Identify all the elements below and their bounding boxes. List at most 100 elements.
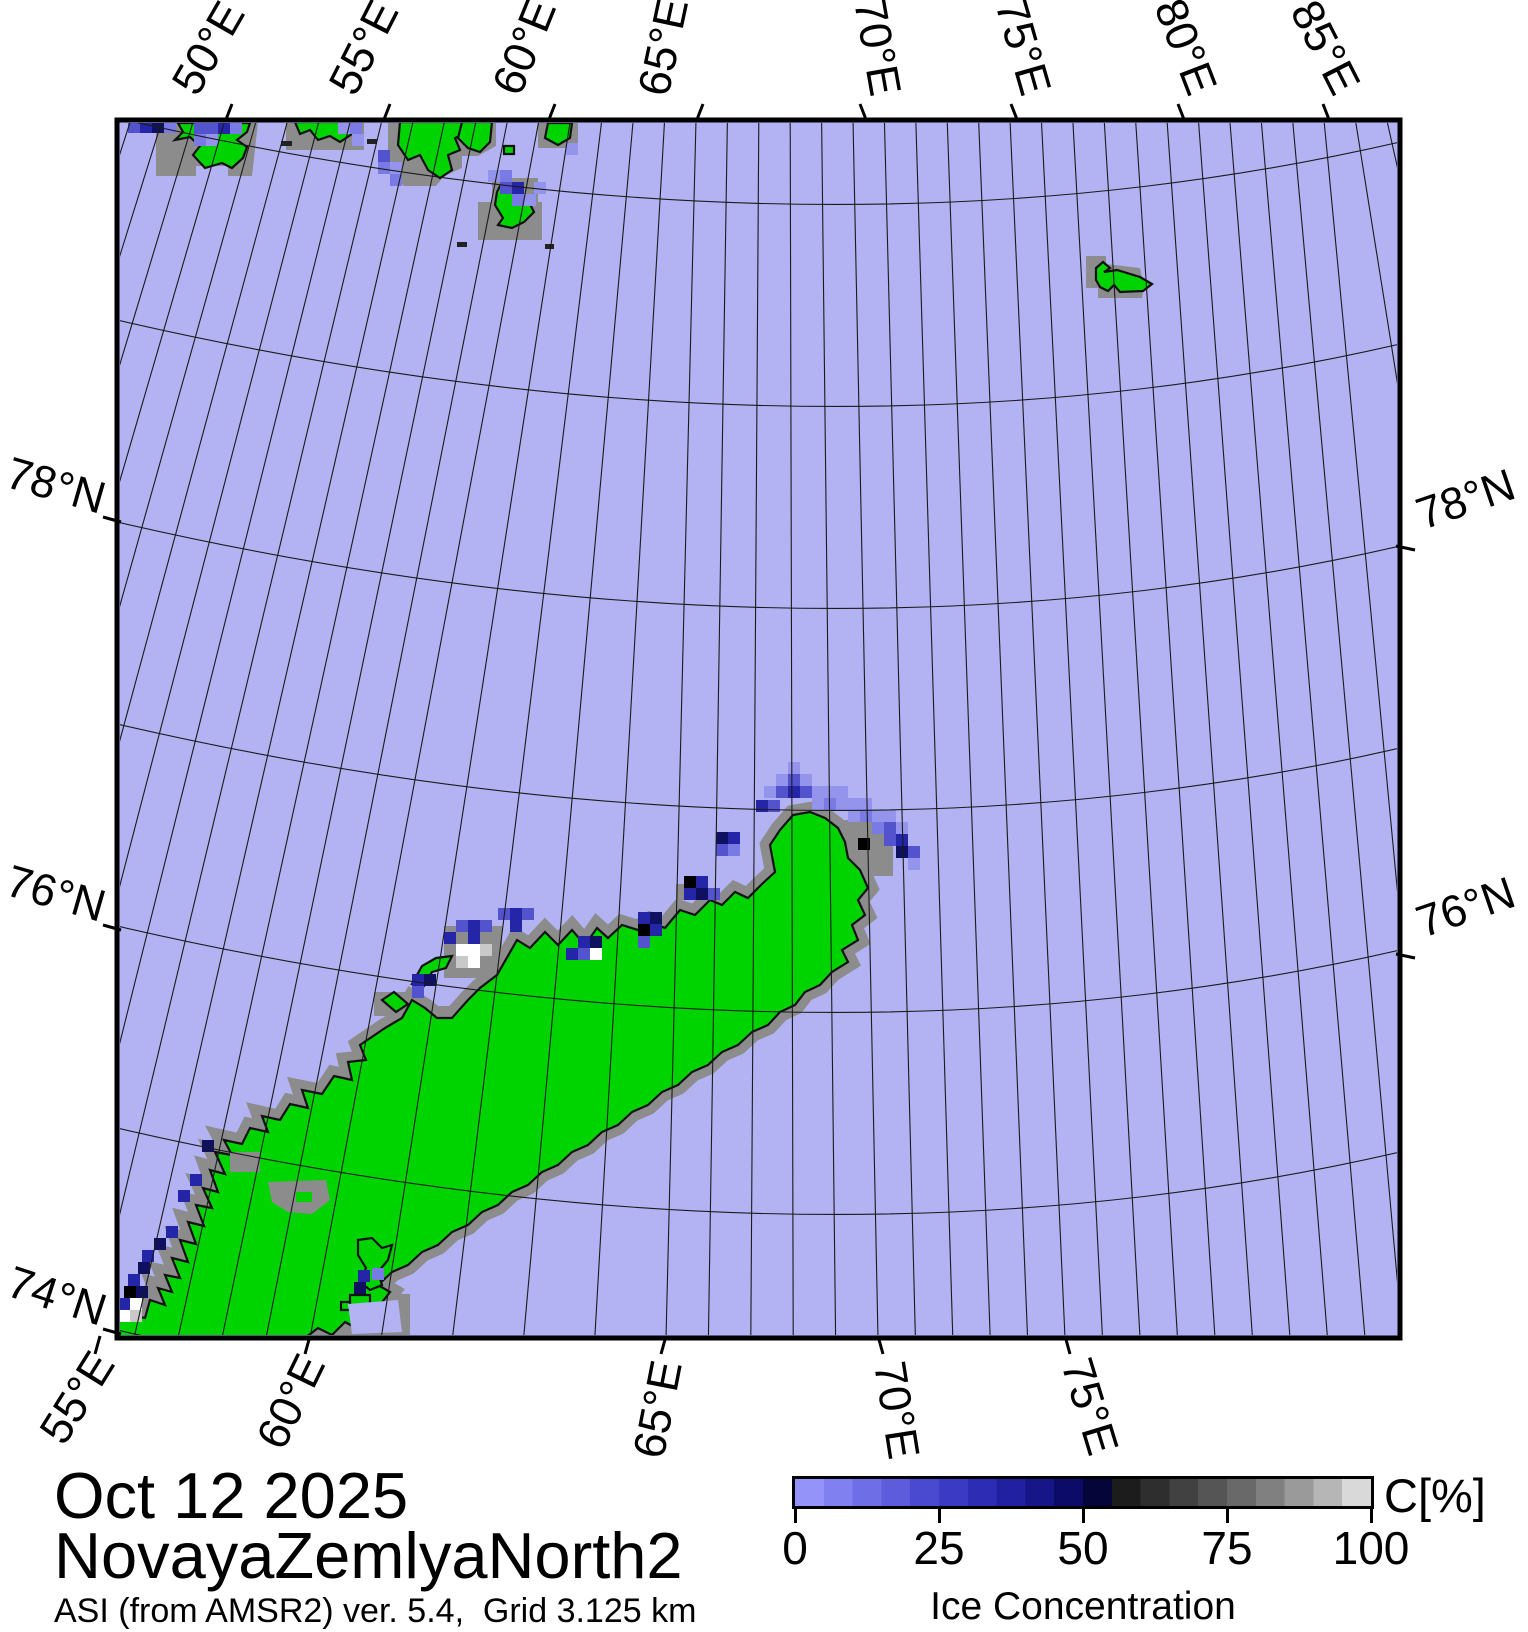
sea-ice-pixel bbox=[202, 1140, 214, 1152]
sea-ice-pixel bbox=[128, 123, 140, 133]
sea-ice-pixel bbox=[456, 920, 468, 932]
sea-ice-pixel bbox=[812, 786, 824, 798]
sea-ice-pixel bbox=[510, 908, 522, 920]
meridian-line bbox=[120, 123, 382, 1216]
sea-ice-pixel bbox=[650, 912, 662, 924]
sea-ice-pixel bbox=[178, 1190, 190, 1202]
sea-ice-pixel bbox=[872, 822, 884, 834]
islet-rock bbox=[281, 141, 292, 146]
sea-ice-pixel bbox=[140, 123, 152, 133]
axis-tick-label: 75°E bbox=[1051, 1352, 1128, 1461]
parallel-line bbox=[120, 926, 1397, 1014]
ice-concentration-colorbar bbox=[792, 1476, 1374, 1509]
meridian-line bbox=[222, 123, 477, 1335]
parallel-line bbox=[120, 724, 1397, 812]
islet-rock bbox=[367, 139, 377, 144]
meridian-line bbox=[750, 123, 760, 1335]
sea-ice-pixel bbox=[510, 920, 522, 932]
sea-ice-pixel bbox=[578, 936, 590, 948]
meridian-line bbox=[852, 123, 879, 1335]
meridian-line bbox=[978, 123, 1029, 1335]
meridian-line bbox=[789, 123, 794, 1335]
meridian-line bbox=[120, 123, 319, 888]
sea-ice-pixel bbox=[776, 774, 788, 786]
sea-ice-pixel bbox=[124, 1286, 136, 1298]
sea-ice-pixel bbox=[788, 786, 800, 798]
lat-tick bbox=[1395, 952, 1416, 960]
sea-ice-pixel bbox=[338, 123, 350, 134]
sea-ice-pixel bbox=[860, 798, 872, 810]
colorbar-tick bbox=[1081, 1508, 1085, 1523]
map-source-info: ASI (from AMSR2) ver. 5.4, Grid 3.125 km bbox=[54, 1592, 697, 1630]
meridian-line bbox=[1323, 123, 1397, 893]
colorbar-tick bbox=[1225, 1508, 1229, 1523]
colorbar-tick bbox=[1369, 1508, 1373, 1523]
sea-ice-pixel bbox=[130, 1310, 142, 1322]
sea-ice-pixel bbox=[708, 888, 720, 900]
sea-ice-pixel bbox=[534, 182, 546, 194]
sea-ice-pixel bbox=[696, 876, 708, 888]
sea-ice-pixel bbox=[788, 774, 800, 786]
sea-ice-pixel bbox=[468, 956, 480, 968]
meridian-line bbox=[310, 123, 539, 1335]
sea-ice-pixel bbox=[154, 1238, 166, 1250]
colorbar-tick-label: 0 bbox=[782, 1522, 808, 1574]
sea-ice-pixel bbox=[566, 948, 578, 960]
sea-ice-pixel bbox=[684, 888, 696, 900]
sea-ice-pixel bbox=[812, 798, 824, 810]
lon-tick bbox=[1063, 1335, 1072, 1355]
meridian-line bbox=[523, 123, 634, 1335]
lon-tick bbox=[858, 103, 869, 123]
axis-tick-label: 85°E bbox=[1281, 0, 1371, 103]
meridian-line bbox=[1009, 123, 1066, 1335]
colorbar-tick-label: 75 bbox=[1201, 1522, 1253, 1574]
sea-ice-pixel bbox=[836, 786, 848, 798]
lon-tick bbox=[93, 1335, 102, 1355]
axis-tick-label: 70°E bbox=[844, 0, 911, 100]
meridian-line bbox=[1135, 123, 1216, 1335]
lat-tick bbox=[102, 515, 122, 524]
map-region-name: NovayaZemlyaNorth2 bbox=[54, 1519, 683, 1592]
land-island bbox=[380, 990, 410, 1014]
sea-ice-pixel bbox=[378, 162, 390, 174]
axis-tick-label: 80°E bbox=[1145, 0, 1228, 102]
sea-ice-pixel bbox=[578, 948, 590, 960]
sea-ice-pixel bbox=[522, 908, 534, 920]
sea-ice-pixel bbox=[566, 143, 578, 155]
land-island bbox=[543, 123, 574, 147]
axis-tick-label: 78°N bbox=[1, 447, 112, 524]
sea-ice-pixel bbox=[872, 810, 884, 822]
sea-ice-pixel bbox=[884, 822, 896, 834]
lat-tick bbox=[102, 1327, 122, 1336]
meridian-line bbox=[452, 123, 602, 1335]
sea-ice-pixel bbox=[848, 798, 860, 810]
sea-ice-pixel bbox=[896, 846, 908, 858]
sea-ice-pixel bbox=[908, 846, 920, 858]
coastal-bay-water bbox=[348, 1300, 402, 1334]
graticule bbox=[120, 123, 1397, 1335]
axis-tick-label: 74°N bbox=[1, 1256, 112, 1336]
land-island bbox=[1094, 260, 1154, 294]
sea-ice-pixel bbox=[480, 920, 492, 932]
sea-ice-pixel bbox=[728, 832, 740, 844]
meridian-line bbox=[1386, 123, 1397, 168]
sea-ice-pixel bbox=[468, 944, 480, 956]
sea-ice-pixel bbox=[800, 786, 812, 798]
lon-tick bbox=[1009, 103, 1020, 123]
land-island bbox=[502, 144, 516, 156]
sea-ice-pixel bbox=[206, 134, 218, 146]
sea-ice-pixel bbox=[650, 924, 662, 936]
sea-ice-pixel bbox=[190, 1174, 202, 1186]
lon-tick bbox=[223, 103, 234, 123]
islet-rock bbox=[545, 244, 554, 249]
axis-tick-label: 65°E bbox=[623, 1356, 692, 1462]
sea-ice-pixel bbox=[444, 932, 456, 944]
axis-tick-label: 55°E bbox=[29, 1342, 124, 1452]
meridian-line bbox=[883, 123, 916, 1335]
meridian-line bbox=[134, 123, 414, 1335]
lat-tick bbox=[1395, 544, 1416, 552]
colorbar-tick-label: 50 bbox=[1057, 1522, 1109, 1574]
axis-tick-label: 50°E bbox=[161, 0, 254, 103]
sea-ice-pixel bbox=[358, 1270, 370, 1282]
